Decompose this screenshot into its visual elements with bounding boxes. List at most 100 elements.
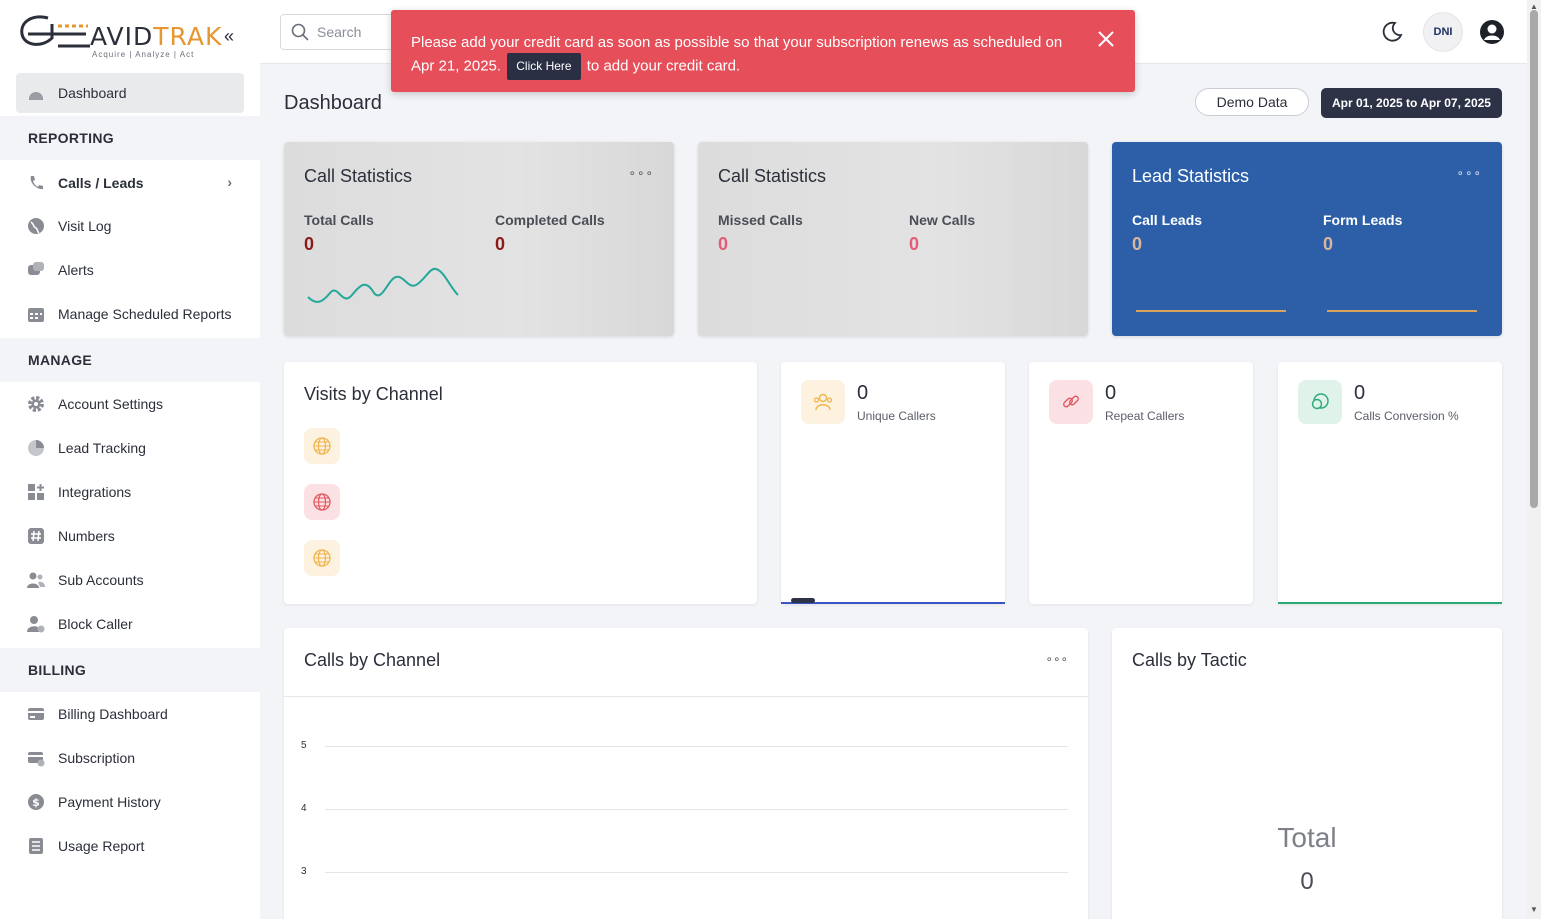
metric-label: New Calls bbox=[909, 212, 976, 228]
panel-title: Calls by Tactic bbox=[1132, 650, 1247, 670]
gridline bbox=[325, 809, 1068, 810]
sidebar-item-alerts[interactable]: Alerts bbox=[16, 250, 244, 290]
calls-by-channel-panel: Calls by Channel ∘∘∘ 5 4 3 bbox=[284, 628, 1088, 919]
chat-icon bbox=[1298, 380, 1342, 424]
form-leads-trend-line bbox=[1327, 310, 1477, 312]
gear-icon bbox=[26, 394, 46, 414]
trend-line bbox=[781, 602, 1005, 604]
dark-mode-toggle[interactable] bbox=[1372, 12, 1412, 52]
total-label: Total bbox=[1277, 822, 1337, 853]
section-billing: BILLING bbox=[0, 648, 260, 692]
call-statistics-card: Call Statistics ∘∘∘ Total Calls 0 Comple… bbox=[284, 142, 674, 336]
sidebar-item-label: Numbers bbox=[58, 528, 115, 544]
metric-value: 0 bbox=[909, 234, 920, 254]
metric-label: Call Leads bbox=[1132, 212, 1203, 228]
metric-value: 0 bbox=[718, 234, 729, 254]
users-icon bbox=[26, 570, 46, 590]
sidebar-item-label: Manage Scheduled Reports bbox=[58, 306, 232, 322]
sidebar-item-visit-log[interactable]: Visit Log bbox=[16, 206, 244, 246]
scroll-up-icon[interactable]: ▲ bbox=[1530, 2, 1538, 11]
sidebar-item-block-caller[interactable]: Block Caller bbox=[16, 604, 244, 644]
page-scrollbar[interactable]: ▲ ▼ bbox=[1527, 0, 1541, 919]
sidebar-item-numbers[interactable]: Numbers bbox=[16, 516, 244, 556]
sidebar-item-subscription[interactable]: Subscription bbox=[16, 738, 244, 778]
brand-logo[interactable]: AVIDTRAK Acquire | Analyze | Act bbox=[18, 10, 248, 62]
chevron-right-icon: › bbox=[227, 174, 232, 190]
link-icon bbox=[1049, 380, 1093, 424]
metric-label: Form Leads bbox=[1323, 212, 1403, 228]
sidebar-item-label: Alerts bbox=[58, 262, 94, 278]
dni-button[interactable]: DNI bbox=[1423, 12, 1463, 52]
sidebar-item-lead-tracking[interactable]: Lead Tracking bbox=[16, 428, 244, 468]
report-icon bbox=[26, 836, 46, 856]
sidebar-item-payment-history[interactable]: $ Payment History bbox=[16, 782, 244, 822]
section-manage: MANAGE bbox=[0, 338, 260, 382]
sidebar-item-manage-scheduled-reports[interactable]: Manage Scheduled Reports bbox=[16, 294, 244, 334]
panel-title: Visits by Channel bbox=[304, 384, 443, 404]
click-here-button[interactable]: Click Here bbox=[507, 53, 581, 80]
channel-globe-icon bbox=[304, 540, 340, 576]
sidebar-item-label: Block Caller bbox=[58, 616, 133, 632]
card-title: Call Statistics bbox=[718, 166, 827, 186]
calls-conversion-card: 0 Calls Conversion % bbox=[1278, 362, 1502, 604]
panel-title: Calls by Channel bbox=[304, 650, 441, 670]
date-range-picker[interactable]: Apr 01, 2025 to Apr 07, 2025 bbox=[1321, 88, 1502, 118]
sidebar-item-label: Account Settings bbox=[58, 396, 164, 412]
sidebar-item-dashboard[interactable]: Dashboard bbox=[16, 73, 244, 113]
credit-card-alert: Please add your credit card as soon as p… bbox=[391, 10, 1135, 92]
lead-statistics-card: Lead Statistics ∘∘∘ Call Leads 0 Form Le… bbox=[1112, 142, 1502, 336]
globe-icon bbox=[26, 216, 46, 236]
gridline bbox=[325, 746, 1068, 747]
sidebar-item-billing-dashboard[interactable]: Billing Dashboard bbox=[16, 694, 244, 734]
user-profile-button[interactable] bbox=[1472, 12, 1512, 52]
sidebar-item-integrations[interactable]: Integrations bbox=[16, 472, 244, 512]
metric-label: Unique Callers bbox=[857, 409, 936, 423]
metric-value: 0 bbox=[1323, 234, 1334, 254]
scrollbar-thumb[interactable] bbox=[1530, 10, 1538, 508]
credit-card-icon bbox=[26, 704, 46, 724]
metric-label: Repeat Callers bbox=[1105, 409, 1185, 423]
more-options-icon[interactable]: ∘∘∘ bbox=[1045, 652, 1068, 666]
collapse-sidebar-icon[interactable]: « bbox=[224, 26, 235, 46]
section-reporting: REPORTING bbox=[0, 116, 260, 160]
calendar-icon bbox=[26, 304, 46, 324]
sidebar-item-sub-accounts[interactable]: Sub Accounts bbox=[16, 560, 244, 600]
sidebar-item-label: Billing Dashboard bbox=[58, 706, 168, 722]
sidebar-item-label: Sub Accounts bbox=[58, 572, 144, 588]
more-options-icon[interactable]: ∘∘∘ bbox=[1456, 166, 1482, 180]
hash-icon bbox=[26, 526, 46, 546]
demo-data-button[interactable]: Demo Data bbox=[1195, 88, 1309, 116]
sidebar-item-label: Calls / Leads bbox=[58, 175, 144, 191]
sidebar-item-usage-report[interactable]: Usage Report bbox=[16, 826, 244, 866]
brand-tagline: Acquire | Analyze | Act bbox=[92, 50, 195, 59]
repeat-callers-card: 0 Repeat Callers bbox=[1029, 362, 1253, 604]
scroll-down-icon[interactable]: ▼ bbox=[1530, 905, 1538, 914]
alert-message: Please add your credit card as soon as p… bbox=[411, 32, 1081, 80]
sidebar-item-label: Visit Log bbox=[58, 218, 112, 234]
sidebar-item-label: Usage Report bbox=[58, 838, 145, 854]
sidebar-item-calls-leads[interactable]: Calls / Leads › bbox=[16, 163, 244, 203]
dashboard-icon bbox=[26, 83, 46, 103]
gridline bbox=[325, 872, 1068, 873]
sidebar-item-account-settings[interactable]: Account Settings bbox=[16, 384, 244, 424]
apps-icon bbox=[26, 482, 46, 502]
metric-value: 0 bbox=[857, 382, 869, 404]
sidebar: AVIDTRAK Acquire | Analyze | Act « Dashb… bbox=[0, 0, 260, 919]
chart-tooltip-marker bbox=[791, 598, 815, 603]
page-title: Dashboard bbox=[284, 92, 382, 114]
y-tick-label: 5 bbox=[301, 740, 307, 751]
card-title: Lead Statistics bbox=[1132, 166, 1250, 186]
y-tick-label: 4 bbox=[301, 803, 307, 814]
moon-icon bbox=[1382, 21, 1403, 42]
metric-value: 0 bbox=[1354, 382, 1366, 404]
users-icon bbox=[801, 380, 845, 424]
metric-value: 0 bbox=[304, 234, 315, 254]
more-options-icon[interactable]: ∘∘∘ bbox=[628, 166, 654, 180]
total-value: 0 bbox=[1300, 868, 1314, 895]
channel-globe-icon bbox=[304, 484, 340, 520]
card-refresh-icon bbox=[26, 748, 46, 768]
sidebar-item-label: Integrations bbox=[58, 484, 132, 500]
close-icon[interactable] bbox=[1096, 29, 1116, 49]
call-statistics-card: Call Statistics Missed Calls 0 New Calls… bbox=[698, 142, 1088, 336]
user-block-icon bbox=[26, 614, 46, 634]
